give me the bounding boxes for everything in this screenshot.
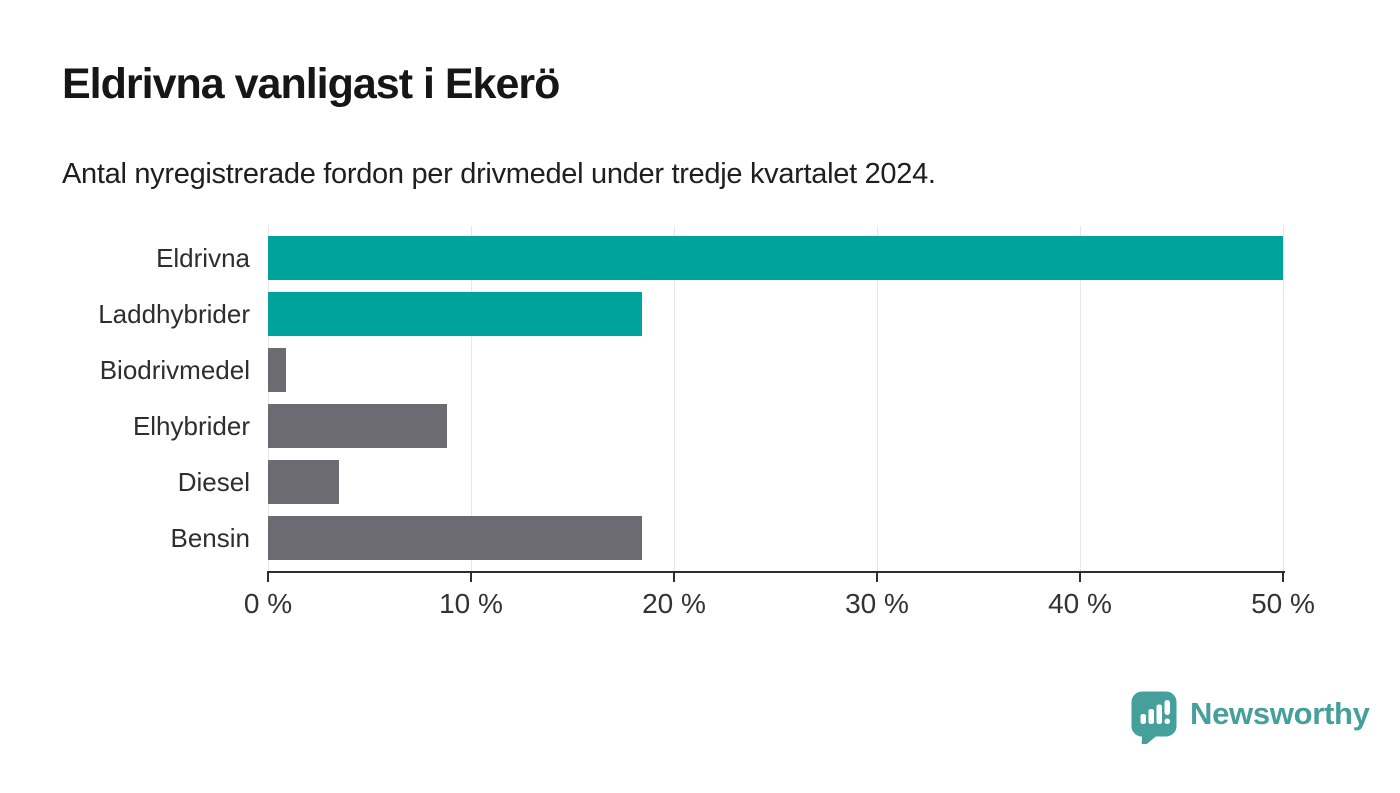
newsworthy-logo: Newsworthy	[1131, 690, 1370, 744]
x-tick-label-0: 0 %	[243, 588, 293, 619]
category-label-elhybrider: Elhybrider	[132, 411, 250, 441]
gridline-50	[1283, 226, 1284, 571]
bar-diesel	[268, 460, 340, 504]
newsworthy-wordmark: Newsworthy	[1190, 696, 1370, 731]
chart-subtitle: Antal nyregistrerade fordon per drivmede…	[62, 158, 936, 190]
x-axis-tick-50	[1282, 573, 1284, 582]
gridline-30	[877, 226, 878, 571]
x-tick-label-20: 20 %	[642, 588, 706, 619]
gridline-0	[268, 226, 269, 571]
x-tick-label-40: 40 %	[1048, 588, 1112, 619]
chart-title: Eldrivna vanligast i Ekerö	[62, 60, 560, 108]
bar-bensin	[268, 516, 642, 560]
x-axis-line	[267, 571, 1285, 573]
x-axis-tick-0	[267, 573, 269, 582]
x-tick-label-50: 50 %	[1251, 588, 1315, 619]
category-label-eldrivna: Eldrivna	[156, 243, 250, 273]
gridline-10	[471, 226, 472, 571]
gridline-40	[1080, 226, 1081, 571]
bar-laddhybrider	[268, 292, 642, 336]
gridline-20	[674, 226, 675, 571]
bar-biodrivmedel	[268, 348, 287, 392]
newsworthy-bubble-chart-icon	[1131, 691, 1177, 744]
category-label-diesel: Diesel	[177, 467, 250, 497]
x-tick-label-30: 30 %	[845, 588, 909, 619]
plot-area: 0 % 10 % 20 % 30 % 40 % 50 % Eldrivna Laddhybri…	[98, 226, 1315, 619]
bar-elhybrider	[268, 404, 447, 448]
x-axis-tick-10	[470, 573, 472, 582]
category-label-bensin: Bensin	[170, 523, 251, 553]
category-label-laddhybrider: Laddhybrider	[98, 299, 250, 329]
bar-eldrivna	[268, 236, 1283, 280]
x-axis-tick-40	[1079, 573, 1081, 582]
x-axis-tick-30	[876, 573, 878, 582]
category-label-biodrivmedel: Biodrivmedel	[99, 355, 250, 385]
x-axis-tick-20	[673, 573, 675, 582]
x-tick-label-10: 10 %	[439, 588, 503, 619]
